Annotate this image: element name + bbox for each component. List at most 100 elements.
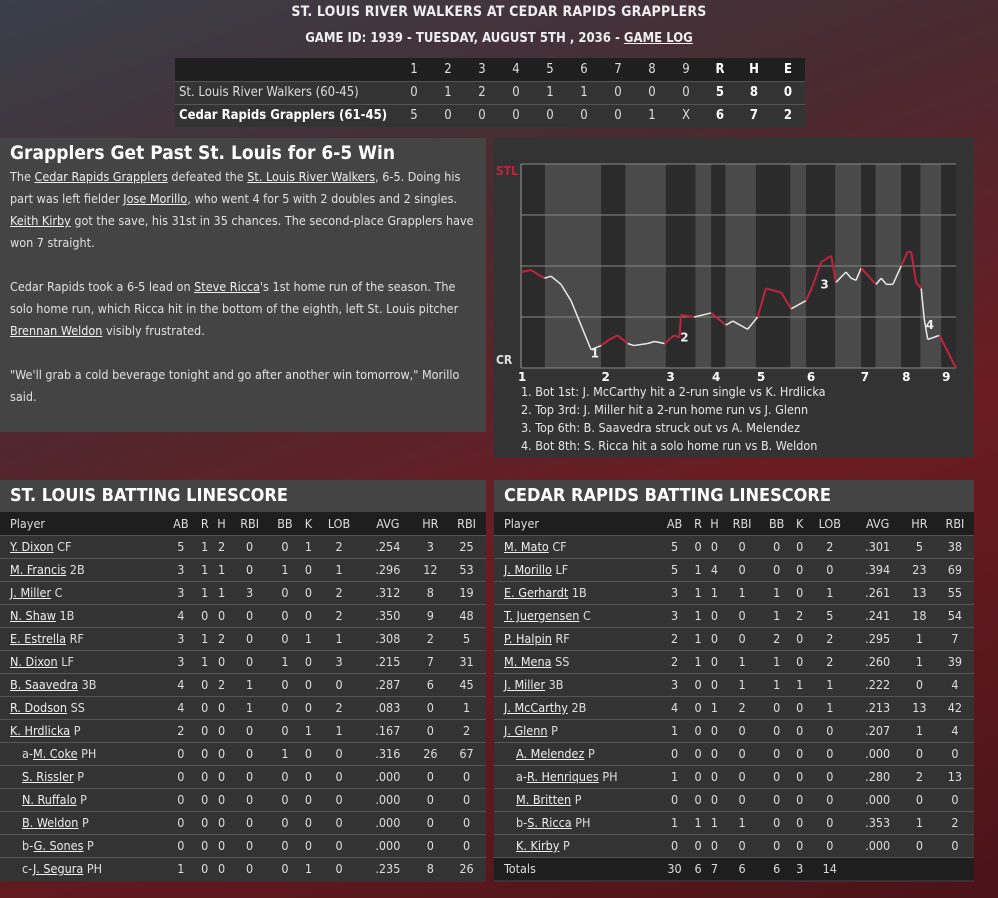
column-header[interactable]: LOB (807, 512, 853, 535)
player-name-link[interactable]: E. Estrella (10, 631, 67, 646)
recap-link[interactable]: Keith Kirby (10, 213, 71, 228)
column-header[interactable]: R (690, 512, 706, 535)
player-name-link[interactable]: B. Weldon (22, 815, 79, 830)
stat-cell: 0 (165, 787, 197, 811)
player-name-link[interactable]: T. Juergensen (504, 608, 580, 623)
stat-cell: 0 (230, 534, 270, 558)
column-header[interactable]: RBI (447, 512, 486, 535)
player-name-link[interactable]: M. Francis (10, 562, 67, 577)
stat-cell: 1 (196, 580, 213, 604)
stat-cell: 1 (807, 672, 853, 696)
player-name-link[interactable]: N. Dixon (10, 654, 58, 669)
stat-cell: .280 (852, 764, 903, 788)
wp-line-segment (530, 269, 546, 280)
player-name-link[interactable]: J. Morillo (504, 562, 552, 577)
player-name-link[interactable]: J. Miller (10, 585, 52, 600)
player-cell: a-M. Coke PH (0, 741, 165, 765)
stat-cell: 2 (792, 603, 808, 627)
wp-line-segment (680, 313, 695, 318)
column-header[interactable]: HR (902, 512, 936, 535)
column-header[interactable]: LOB (315, 512, 363, 535)
player-cell: R. Dodson SS (0, 695, 165, 719)
column-header[interactable]: K (792, 512, 808, 535)
stat-cell: 0 (792, 787, 808, 811)
stat-cell: 0 (212, 718, 231, 742)
player-name-link[interactable]: J. Miller (504, 677, 546, 692)
column-header[interactable]: RBI (935, 512, 974, 535)
player-name-link[interactable]: Y. Dixon (10, 539, 54, 554)
stat-cell: 2 (807, 626, 853, 650)
player-name-link[interactable]: B. Saavedra (10, 677, 79, 692)
inning-label: 9 (942, 370, 950, 384)
player-name-link[interactable]: S. Rissler (22, 769, 74, 784)
column-header[interactable]: AVG (362, 512, 414, 535)
stat-cell: 1 (659, 810, 691, 834)
player-name-link[interactable]: J. McCarthy (504, 700, 568, 715)
player-row: J. Glenn P 1 0 0 0 0 0 0.207 1 4 (494, 718, 974, 742)
column-header[interactable]: K (300, 512, 316, 535)
player-position: SS (555, 654, 570, 669)
player-name-link[interactable]: K. Kirby (516, 838, 560, 853)
score-cell: 0 (614, 108, 622, 124)
player-name-link[interactable]: M. Britten (516, 792, 572, 807)
column-header[interactable]: AB (659, 512, 691, 535)
stat-cell: 53 (447, 557, 486, 581)
column-header[interactable]: Player (494, 512, 659, 535)
game-log-link[interactable]: GAME LOG (623, 31, 693, 46)
stat-cell: 0 (690, 787, 706, 811)
player-name-link[interactable]: A. Melendez (516, 746, 585, 761)
column-header[interactable]: RBI (230, 512, 270, 535)
column-header[interactable]: RBI (723, 512, 762, 535)
player-name-link[interactable]: N. Shaw (10, 608, 56, 623)
player-name-link[interactable]: N. Ruffalo (22, 792, 77, 807)
column-header[interactable]: BB (269, 512, 301, 535)
sub-prefix: a- (22, 746, 33, 761)
recap-text: "We'll grab a cold beverage tonight and … (10, 367, 460, 404)
stat-cell: 0 (723, 603, 762, 627)
column-header[interactable]: H (212, 512, 231, 535)
stat-cell: 18 (902, 603, 936, 627)
stat-cell: 1 (761, 649, 793, 673)
player-name-link[interactable]: S. Ricca (527, 815, 572, 830)
column-header[interactable]: HR (413, 512, 448, 535)
player-name-link[interactable]: E. Gerhardt (504, 585, 569, 600)
stat-cell: 0 (269, 672, 301, 696)
player-position: P (574, 792, 582, 807)
cr-batting-table: Player AB R H RBI BB K LOB AVG HR RBI M. Mato CF 5 0 0… (494, 512, 974, 880)
player-name-link[interactable]: R. Dodson (10, 700, 68, 715)
team-name[interactable]: Cedar Rapids Grapplers (61-45) (179, 108, 388, 124)
player-position: PH (81, 746, 97, 761)
team-name[interactable]: St. Louis River Walkers (60-45) (179, 85, 359, 100)
player-name-link[interactable]: P. Halpin (504, 631, 552, 646)
stat-cell: 0 (196, 672, 213, 696)
column-header[interactable]: BB (761, 512, 793, 535)
recap-link[interactable]: Cedar Rapids Grapplers (34, 169, 168, 184)
stat-cell: .222 (852, 672, 903, 696)
stat-cell: 0 (230, 787, 270, 811)
stat-cell: 0 (792, 764, 808, 788)
stat-cell: .254 (362, 534, 414, 558)
player-name-link[interactable]: J. Glenn (504, 723, 548, 738)
bottom-team-label: CR (496, 353, 513, 367)
recap-paragraph: Cedar Rapids took a 6-5 lead on Steve Ri… (10, 276, 476, 342)
column-header[interactable]: AVG (852, 512, 903, 535)
player-name-link[interactable]: G. Sones (33, 838, 84, 853)
recap-link[interactable]: St. Louis River Walkers (247, 169, 376, 184)
column-header[interactable]: H (705, 512, 724, 535)
column-header[interactable]: Player (0, 512, 165, 535)
player-name-link[interactable]: M. Coke (32, 746, 78, 761)
player-name-link[interactable]: M. Mena (504, 654, 552, 669)
player-name-link[interactable]: J. Segura (32, 861, 84, 877)
column-header[interactable]: AB (165, 512, 197, 535)
player-name-link[interactable]: K. Hrdlicka (10, 723, 71, 738)
column-header[interactable]: R (196, 512, 213, 535)
score-cell: 7 (749, 108, 759, 124)
player-name-link[interactable]: R. Henriques (526, 769, 599, 784)
recap-link[interactable]: Jose Morillo (123, 191, 188, 206)
stat-cell: 1 (230, 672, 270, 696)
recap-link[interactable]: Brennan Weldon (10, 323, 103, 338)
recap-link[interactable]: Steve Ricca (194, 279, 260, 294)
stat-cell: 1 (705, 580, 724, 604)
stat-cell: 0 (300, 695, 316, 719)
player-name-link[interactable]: M. Mato (504, 539, 549, 554)
